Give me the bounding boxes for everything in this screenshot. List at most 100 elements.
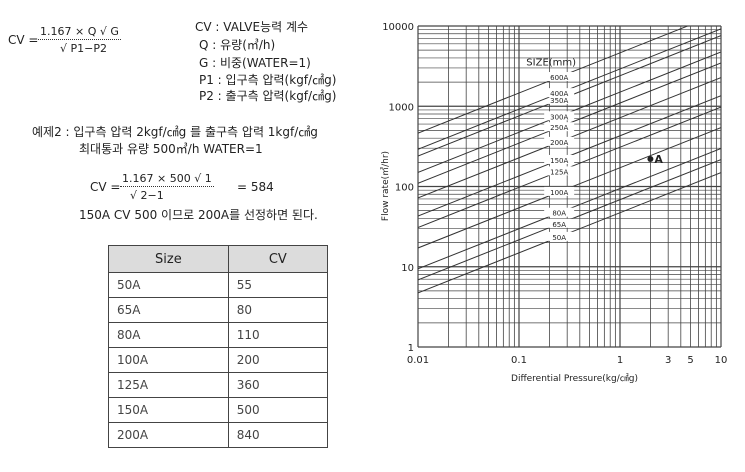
cell-size: 65A [108,297,229,323]
series-line-250A [418,130,550,184]
series-line-300A [569,51,721,113]
legend-p1: P1 : 입구측 압력(kgf/㎠g) [199,73,337,87]
series-label-bg [544,136,575,146]
series-label-bg [544,166,575,176]
x-tick-label: 1 [617,355,623,366]
example-conclusion: 150A CV 500 이므로 200A를 선정하면 된다. [79,208,318,222]
series-line-65A [418,227,550,281]
series-title: SIZE(mm) [526,58,576,69]
series-label-bg [544,186,575,196]
series-label-bg [544,94,575,104]
series-label-bg [544,207,575,217]
cell-size: 100A [108,347,229,373]
table-row: 125A 360 [108,372,329,398]
series-line-80A [569,147,721,209]
cell-cv: 360 [227,372,329,398]
series-line-350A [418,103,550,157]
series-label-bg [544,72,575,82]
formula-fraction: 1.167 × Q √ G √ P1−P2 [38,25,121,55]
series-label-bg [544,154,575,164]
x-tick-label: 5 [687,355,693,366]
example-result: = 584 [237,180,274,194]
x-tick-label: 0.01 [407,355,429,366]
series-line-600A [418,80,550,134]
series-label: 250A [550,124,568,132]
series-label-bg [544,111,575,121]
series-line-80A [418,216,550,270]
series-label: 80A [552,210,566,218]
formula-denominator: √ P1−P2 [60,42,107,55]
series-label-bg [544,122,575,132]
y-tick-label: 1000 [389,102,414,113]
series-label: 50A [552,234,566,242]
table-row: 65A 80 [108,297,329,323]
legend-cv: CV : VALVE능력 계수 [195,20,309,34]
cell-cv: 80 [227,297,329,323]
series-line-200A [569,77,721,139]
x-axis-label: Differential Pressure(kg/㎠g) [511,373,638,384]
series-label: 100A [550,189,568,197]
series-line-200A [418,145,550,199]
series-label: 65A [552,221,566,229]
x-tick-label: 10 [715,355,728,366]
example-formula-denominator: √ 2−1 [130,189,164,202]
series-line-250A [569,62,721,124]
series-label: 125A [550,168,568,176]
series-line-150A [418,163,550,217]
point-a-marker [647,156,654,163]
example-formula-numerator: 1.167 × 500 √ 1 [120,172,214,187]
y-tick-label: 10000 [382,22,414,33]
y-tick-label: 1 [408,343,414,354]
series-line-350A [569,35,721,97]
series-line-125A [418,174,550,228]
point-a-label: A [654,153,663,166]
series-line-600A [569,26,689,74]
series-label: 600A [550,74,568,82]
size-cv-table: Size CV 50A 55 65A 80 80A 110 100A 200 125A 360 15… [108,245,329,448]
legend-g: G : 비중(WATER=1) [199,56,311,70]
table-row: 200A 840 [108,422,329,448]
series-line-400A [569,28,721,90]
cell-cv: 840 [227,422,329,448]
series-line-100A [569,127,721,189]
cell-size: 200A [108,422,229,448]
y-axis-label: Flow rate(㎥/hr) [380,151,391,221]
series-label: 400A [550,90,568,98]
example-formula-fraction: 1.167 × 500 √ 1 √ 2−1 [120,172,214,202]
cell-size: 125A [108,372,229,398]
series-line-150A [569,95,721,157]
table-row: 100A 200 [108,347,329,373]
legend-q: Q : 유량(㎥/h) [199,38,276,52]
cell-size: 50A [108,272,229,298]
series-line-125A [569,106,721,168]
example-line-2: 최대통과 유량 500㎥/h WATER=1 [79,142,263,156]
formula-numerator: 1.167 × Q √ G [38,25,121,40]
series-label-bg [544,88,575,98]
x-tick-label: 3 [665,355,671,366]
example-line-1: 예제2 : 입구측 압력 2kgf/㎠g 를 출구측 압력 1kgf/㎠g [32,125,318,139]
series-label-bg [544,218,575,228]
cell-size: 80A [108,322,229,348]
example-formula-lhs: CV = [90,180,121,194]
table-header-cv: CV [227,245,329,273]
series-line-65A [569,159,721,220]
series-line-100A [418,195,550,249]
series-label: 200A [550,139,568,147]
series-line-50A [418,240,550,294]
x-tick-label: 0.1 [511,355,527,366]
series-label: 300A [550,113,568,121]
series-line-50A [569,172,721,234]
series-line-400A [418,96,550,150]
y-tick-label: 10 [401,263,414,274]
series-label: 150A [550,157,568,165]
cell-cv: 500 [227,397,329,423]
formula-lhs: CV = [8,33,39,47]
series-line-300A [418,119,550,173]
table-header-row: Size CV [108,245,329,273]
legend-p2: P2 : 출구측 압력(kgf/㎠g) [199,89,337,103]
table-header-size: Size [108,245,229,273]
series-label: 350A [550,97,568,105]
series-label-bg [544,231,575,241]
y-tick-label: 100 [395,183,414,194]
